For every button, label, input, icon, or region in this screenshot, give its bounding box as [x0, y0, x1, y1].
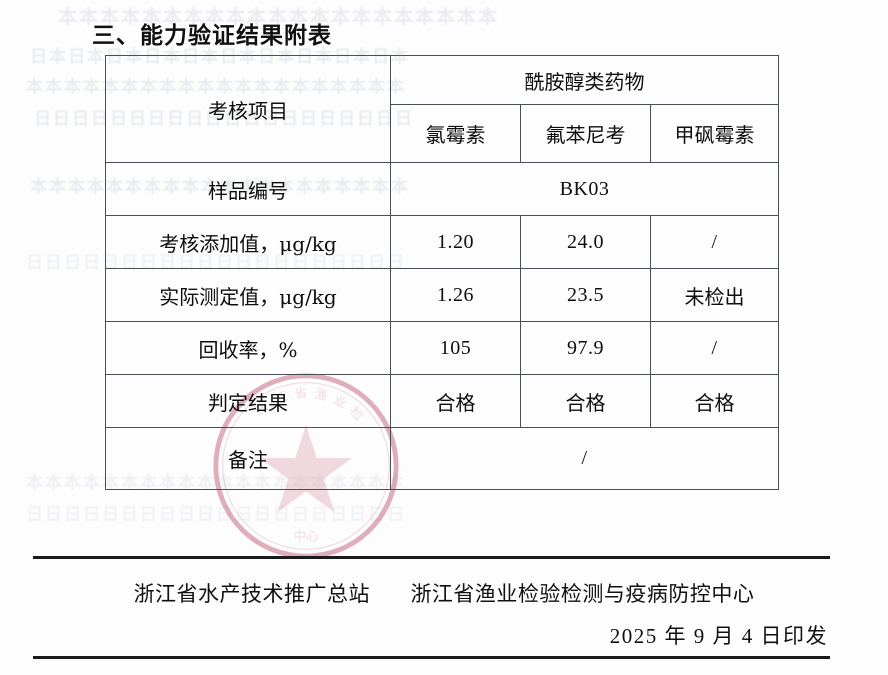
page-title: 三、能力验证结果附表: [92, 23, 332, 49]
footer-rule-top: [33, 556, 830, 559]
cell-measured-florfenicol: 23.5: [520, 268, 651, 322]
table-row: 判定结果 合格 合格 合格: [105, 374, 780, 428]
cell-sample-no-value: BK03: [389, 162, 780, 216]
cell-recovery-florfenicol: 97.9: [520, 321, 651, 375]
table-row: 回收率，% 105 97.9 /: [105, 321, 780, 375]
cell-remark-value: /: [389, 427, 780, 490]
svg-text:中心: 中心: [293, 529, 319, 544]
cell-measured-thiamphenicol: 未检出: [649, 268, 780, 322]
footer-organizations: 浙江省水产技术推广总站 浙江省渔业检验检测与疫病防控中心: [0, 578, 888, 608]
cell-recovery-chloramphenicol: 105: [390, 321, 521, 375]
footer-org-left: 浙江省水产技术推广总站: [133, 582, 371, 606]
cell-conclusion-chloramphenicol: 合格: [390, 374, 521, 428]
row-label-measured-value: 实际测定值，μg/kg: [105, 268, 391, 322]
header-analyte-2: 氟苯尼考: [520, 104, 651, 163]
cell-spiked-florfenicol: 24.0: [520, 215, 651, 269]
cell-conclusion-florfenicol: 合格: [520, 374, 651, 428]
header-drug-group: 酰胺醇类药物: [389, 55, 780, 105]
bleed-through-text: 日日日日日日日日日日日日日日日日日日日日: [26, 505, 406, 524]
footer-rule-bottom: [33, 656, 830, 659]
row-label-remark: 备注: [105, 427, 391, 490]
table-header-group-row: 考核项目 酰胺醇类药物: [105, 55, 780, 163]
table-header-analyte-row: 氯霉素 氟苯尼考 甲砜霉素: [106, 104, 780, 163]
row-label-conclusion: 判定结果: [105, 374, 391, 428]
header-analyte-1: 氯霉素: [390, 104, 521, 163]
footer-org-right: 浙江省渔业检验检测与疫病防控中心: [410, 582, 755, 606]
cell-conclusion-thiamphenicol: 合格: [649, 374, 780, 428]
table-row: 考核添加值，μg/kg 1.20 24.0 /: [105, 215, 780, 269]
cell-spiked-chloramphenicol: 1.20: [390, 215, 521, 269]
cell-spiked-thiamphenicol: /: [649, 215, 780, 269]
row-label-spiked-value: 考核添加值，μg/kg: [105, 215, 391, 269]
header-item-column: 考核项目: [105, 55, 391, 163]
capability-verification-table: 考核项目 酰胺醇类药物 氯霉素 氟苯尼考 甲砜霉素 样品编号 BK03 考核添加…: [105, 55, 780, 490]
cell-recovery-thiamphenicol: /: [649, 321, 780, 375]
table-row: 样品编号 BK03: [105, 162, 780, 216]
row-label-recovery: 回收率，%: [105, 321, 391, 375]
footer-issue-date: 2025 年 9 月 4 日印发: [609, 624, 828, 648]
cell-measured-chloramphenicol: 1.26: [390, 268, 521, 322]
row-label-sample-no: 样品编号: [105, 162, 391, 216]
table-row: 实际测定值，μg/kg 1.26 23.5 未检出: [105, 268, 780, 322]
header-analyte-3: 甲砜霉素: [649, 104, 780, 163]
table-row: 备注 /: [105, 427, 780, 490]
